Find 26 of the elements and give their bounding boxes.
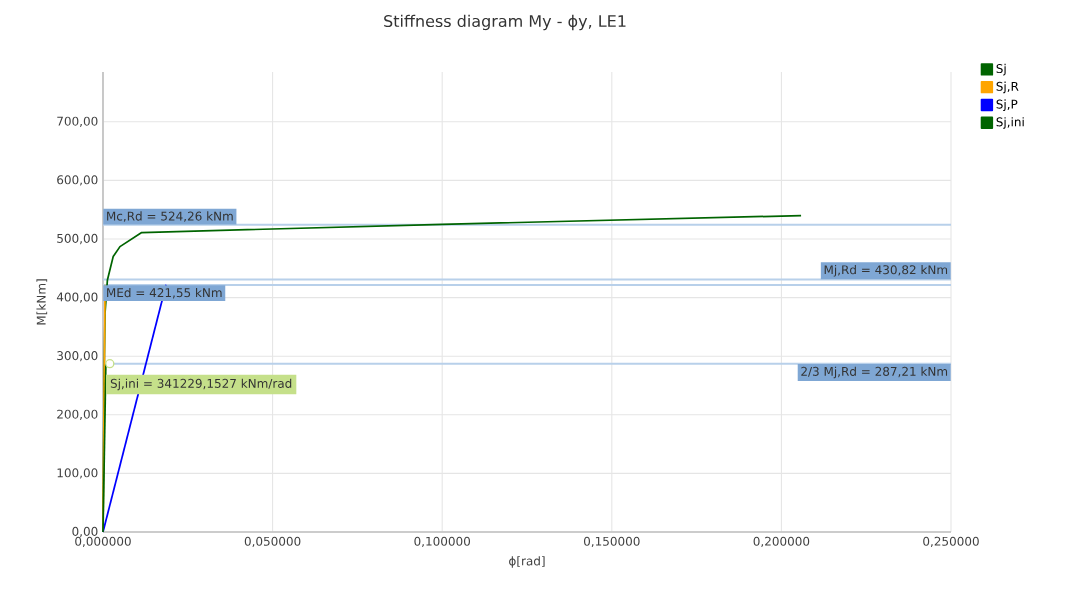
x-tick-label: 0,250000 bbox=[923, 536, 979, 548]
y-tick-label: 0,00 bbox=[72, 526, 98, 538]
ref-line-label: 2/3 Mj,Rd = 287,21 kNm bbox=[801, 366, 948, 379]
x-axis-title: ϕ[rad] bbox=[509, 556, 545, 568]
x-tick-label: 0,000000 bbox=[75, 536, 131, 548]
annotation: Sj,ini = 341229,1527 kNm/rad bbox=[110, 378, 292, 391]
y-tick-label: 300,00 bbox=[57, 351, 98, 362]
y-tick-label: 200,00 bbox=[57, 409, 98, 420]
x-tick-label: 0,200000 bbox=[753, 536, 810, 548]
x-tick-label: 0,150000 bbox=[583, 536, 640, 548]
legend-label: Sj,R bbox=[996, 81, 1019, 94]
y-axis-title: M[kNm] bbox=[36, 279, 48, 325]
y-tick-label: 700,00 bbox=[57, 116, 98, 127]
x-tick-label: 0,100000 bbox=[414, 536, 471, 548]
y-tick-label: 600,00 bbox=[57, 175, 98, 186]
legend-label: Sj,ini bbox=[996, 117, 1024, 129]
ref-line-label: MEd = 421,55 kNm bbox=[107, 287, 222, 299]
y-tick-label: 500,00 bbox=[57, 233, 98, 245]
y-tick-label: 400,00 bbox=[56, 292, 98, 303]
legend-label: Sj bbox=[996, 63, 1006, 76]
legend-label: Sj,P bbox=[996, 99, 1018, 111]
ref-line-label: Mc,Rd = 524,26 kNm bbox=[107, 211, 233, 222]
x-tick-label: 0,050000 bbox=[244, 536, 301, 548]
chart-title: Stiffness diagram My - ϕy, LE1 bbox=[384, 14, 626, 31]
y-tick-label: 100,00 bbox=[57, 468, 98, 479]
ref-line-label: Mj,Rd = 430,82 kNm bbox=[824, 265, 948, 277]
